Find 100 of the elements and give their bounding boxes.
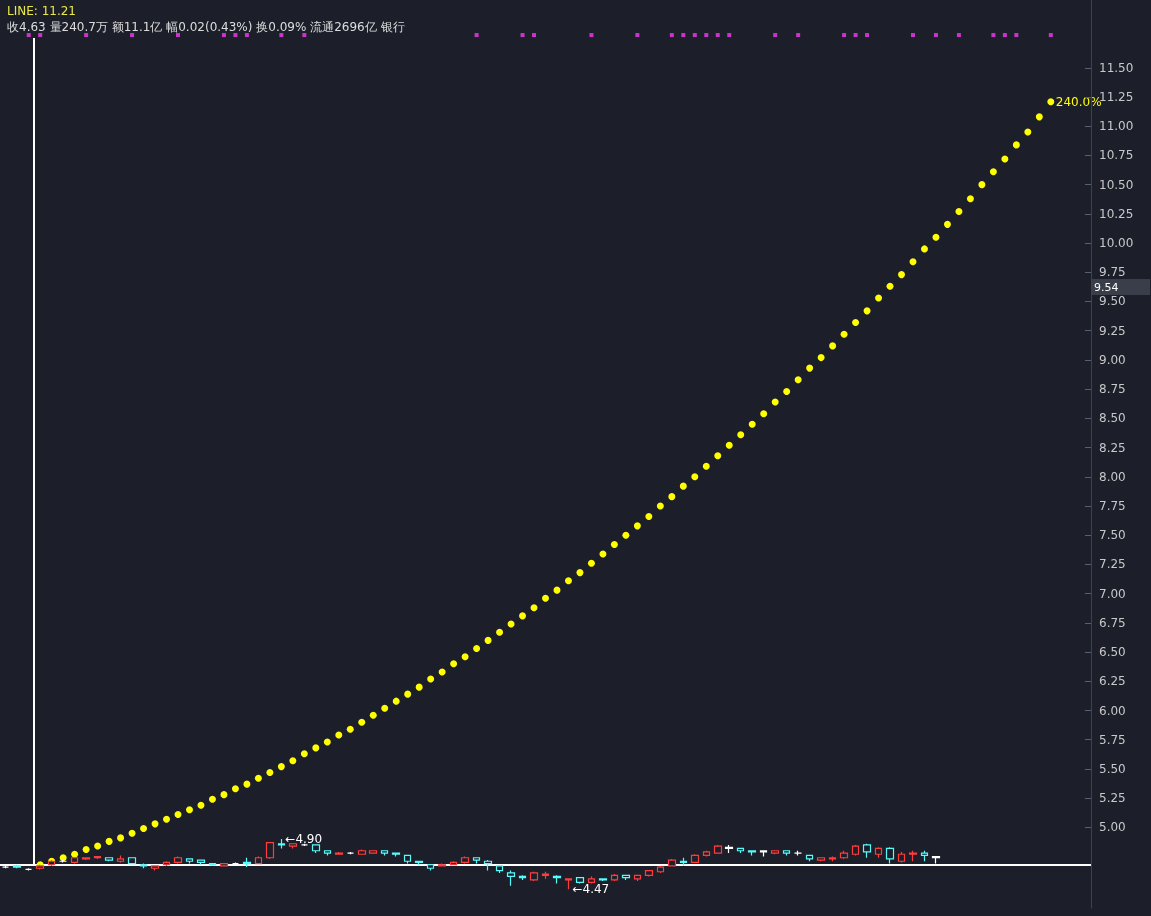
candlestick — [908, 850, 918, 862]
candlestick — [12, 864, 22, 869]
candlestick — [621, 874, 631, 881]
y-tick-label: 10.50 — [1099, 177, 1134, 192]
y-tick-label: 6.00 — [1099, 703, 1126, 718]
y-tick-label: 9.50 — [1099, 294, 1126, 309]
candlestick — [885, 846, 895, 865]
candlestick — [70, 857, 79, 865]
candlestick — [575, 877, 585, 885]
candlestick — [874, 846, 883, 859]
y-tick-label: 11.50 — [1099, 60, 1134, 75]
candlestick — [816, 857, 826, 862]
candlestick — [598, 878, 608, 882]
candlestick — [150, 865, 160, 872]
y-tick-label: 9.75 — [1099, 265, 1126, 280]
candlestick — [173, 855, 183, 865]
candlestick — [116, 854, 125, 864]
y-tick-label: 6.75 — [1099, 615, 1126, 630]
candlestick — [196, 859, 206, 866]
candlestick — [862, 843, 872, 859]
candlestick — [334, 851, 344, 855]
y-tick-label: 5.50 — [1099, 761, 1126, 776]
candlestick — [81, 857, 91, 861]
candlestick — [288, 843, 298, 849]
y-tick-label: 10.75 — [1099, 148, 1134, 163]
candlestick — [437, 862, 447, 867]
candlestick — [552, 874, 562, 885]
candlestick — [805, 854, 814, 862]
candlestick — [311, 844, 321, 854]
candlestick — [426, 864, 435, 872]
y-tick-label: 9.00 — [1099, 352, 1126, 367]
candlestick — [506, 870, 516, 887]
candlestick — [713, 844, 723, 854]
y-tick-label: 10.00 — [1099, 236, 1134, 251]
candlestick — [208, 862, 217, 867]
candlestick — [495, 865, 504, 874]
candlestick — [518, 874, 527, 881]
candlestick — [185, 858, 194, 865]
y-tick-label: 11.00 — [1099, 119, 1134, 134]
candlestick — [610, 873, 619, 882]
y-tick-label: 5.00 — [1099, 820, 1126, 835]
chart-title: LINE: 11.21 — [7, 4, 76, 18]
candlestick — [460, 855, 470, 865]
candlestick — [667, 858, 677, 867]
candlestick — [724, 844, 734, 854]
candlestick — [690, 853, 700, 864]
candlestick — [541, 871, 550, 880]
candlestick — [828, 855, 837, 862]
candlestick — [897, 851, 906, 864]
annotation: ←4.90 — [285, 832, 323, 847]
candlestick — [679, 857, 688, 867]
candlestick — [162, 860, 171, 867]
candlestick — [656, 865, 665, 874]
candlestick — [839, 850, 849, 860]
y-tick-label: 8.75 — [1099, 382, 1126, 397]
candlestick — [644, 870, 654, 878]
candlestick — [851, 844, 860, 857]
candlestick — [920, 850, 929, 862]
candlestick — [587, 875, 596, 885]
y-tick-label: 8.00 — [1099, 469, 1126, 484]
candlestick — [35, 864, 45, 871]
annotation: ←4.47 — [572, 882, 610, 897]
candlestick — [380, 850, 389, 857]
candlestick — [782, 850, 791, 857]
candlestick — [127, 857, 137, 865]
text: 9.54 — [1094, 280, 1119, 294]
y-tick-label: 7.50 — [1099, 528, 1126, 543]
candlestick — [702, 850, 711, 858]
y-tick-label: 10.25 — [1099, 206, 1134, 221]
candlestick — [139, 862, 148, 869]
candlestick — [759, 850, 768, 858]
candlestick — [529, 871, 539, 882]
candlestick — [793, 850, 803, 857]
candlestick — [357, 848, 367, 855]
y-tick-label: 7.25 — [1099, 557, 1126, 572]
candlestick — [403, 854, 412, 865]
candlestick — [277, 838, 286, 849]
candlestick — [736, 847, 745, 854]
y-tick-label: 7.75 — [1099, 499, 1126, 513]
candlestick — [770, 850, 780, 855]
text: 收4.63 量240.7万 额11.1亿 幅0.02(0.43%) 换0.09% 流通2696亿 银行 — [7, 20, 405, 34]
candlestick — [93, 855, 102, 860]
candlestick — [323, 850, 332, 857]
candlestick — [391, 852, 401, 858]
y-tick-label: 8.25 — [1099, 440, 1126, 455]
candlestick — [747, 850, 757, 857]
candlestick — [564, 878, 573, 890]
candlestick — [242, 857, 252, 868]
y-tick-label: 5.75 — [1099, 732, 1126, 747]
y-tick-label: 9.25 — [1099, 323, 1126, 338]
candlestick — [265, 841, 275, 860]
candlestick — [483, 859, 493, 872]
y-tick-label: 8.50 — [1099, 411, 1126, 426]
candlestick — [219, 862, 229, 867]
y-tick-label: 5.25 — [1099, 791, 1126, 806]
candlestick — [368, 850, 378, 854]
y-tick-label: 7.00 — [1099, 586, 1126, 601]
y-tick-label: 6.25 — [1099, 674, 1126, 689]
candlestick — [472, 857, 481, 865]
y-tick-label: 6.50 — [1099, 645, 1126, 660]
